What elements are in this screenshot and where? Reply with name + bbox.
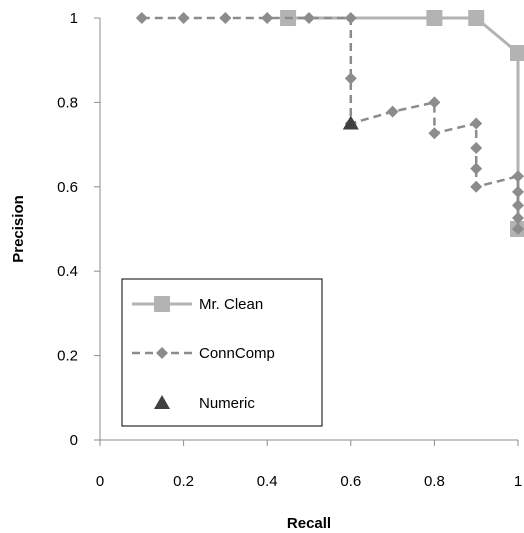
legend-label-mr-clean: Mr. Clean [199,296,263,313]
data-point-conncomp [261,12,274,24]
legend-marker-numeric [154,395,170,409]
data-point-mr-clean [426,10,443,26]
series-layer [135,10,524,237]
x-tick-label: 0.6 [340,473,361,490]
data-point-conncomp [386,105,399,118]
axes: 0 0.2 0.4 0.6 0.8 1 0 0.2 0.4 0.6 0.8 1 [57,10,522,490]
legend-marker-mr-clean [154,296,170,312]
x-axis-title: Recall [287,515,331,532]
data-point-conncomp [344,12,357,24]
legend-label-numeric: Numeric [199,395,255,412]
y-axis-title: Precision [10,195,27,263]
y-tick-label: 0.2 [57,348,78,365]
data-point-mr-clean [510,45,524,62]
data-point-conncomp [470,141,483,154]
series-mr-clean [280,10,524,237]
series-conncomp [135,12,524,235]
y-tick-label: 1 [70,10,78,27]
data-point-conncomp [512,185,524,198]
data-point-conncomp [344,72,357,85]
legend-entry-mr-clean: Mr. Clean [132,296,263,313]
x-tick-label: 0.8 [424,473,445,490]
data-point-conncomp [512,199,524,212]
data-point-conncomp [428,96,441,109]
data-point-conncomp [219,12,232,24]
legend-marker-conncomp [156,347,168,359]
data-point-conncomp [512,170,524,183]
legend-entry-conncomp: ConnComp [132,345,275,362]
x-ticks: 0 0.2 0.4 0.6 0.8 1 [96,440,522,490]
series-numeric [342,115,359,130]
series-line-conncomp [141,16,520,229]
data-point-numeric [342,115,359,130]
data-point-conncomp [512,223,524,235]
y-tick-label: 0.4 [57,263,78,280]
legend: Mr. Clean ConnComp Numeric [121,278,323,427]
x-tick-label: 0 [96,473,104,490]
data-point-conncomp [135,12,148,24]
x-tick-label: 0.4 [257,473,278,490]
data-point-mr-clean [468,10,485,26]
legend-entries: Mr. Clean ConnComp Numeric [132,296,275,412]
y-tick-label: 0 [70,432,78,449]
data-point-conncomp [470,180,483,193]
x-tick-label: 1 [514,473,522,490]
legend-label-conncomp: ConnComp [199,345,275,362]
data-point-conncomp [512,212,524,225]
data-point-conncomp [428,127,441,140]
y-tick-label: 0.8 [57,94,78,111]
legend-entry-numeric: Numeric [154,395,255,412]
data-point-conncomp [177,12,190,24]
y-ticks: 0 0.2 0.4 0.6 0.8 1 [57,10,100,449]
data-point-conncomp [470,117,483,130]
data-point-conncomp [303,12,315,24]
series-line-mr-clean [288,16,520,229]
y-tick-label: 0.6 [57,179,78,196]
data-point-conncomp [470,162,483,175]
x-tick-label: 0.2 [173,473,194,490]
